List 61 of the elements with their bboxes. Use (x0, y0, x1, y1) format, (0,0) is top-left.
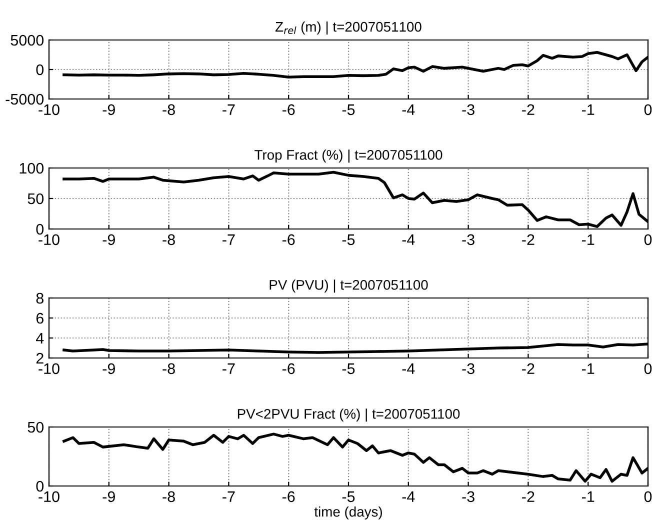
x-tick-label: -2 (522, 491, 534, 502)
y-tick-label: 6 (36, 312, 44, 324)
y-tick-label: 0 (36, 64, 44, 76)
x-tick-label: -6 (282, 491, 295, 502)
x-tick-label: 0 (644, 104, 652, 116)
x-tick-label: -5 (342, 234, 355, 246)
x-tick-label: -4 (402, 104, 415, 115)
x-tick-label: -7 (222, 363, 235, 374)
x-tick-label: -5 (342, 104, 355, 116)
x-tick-label: 0 (644, 363, 652, 374)
x-tick-label: -10 (38, 363, 60, 374)
x-tick-label: -6 (282, 363, 295, 374)
x-tick-label: 0 (644, 234, 652, 246)
x-tick-label: -5 (342, 363, 355, 374)
y-tick-label: 4 (36, 333, 44, 344)
x-tick-label: -10 (38, 104, 60, 116)
y-tick-label: 50 (28, 193, 44, 204)
x-tick-label: -2 (522, 363, 534, 374)
x-tick-label: -4 (402, 363, 415, 374)
x-tick-label: 0 (644, 491, 652, 502)
x-tick-label: -7 (222, 491, 235, 502)
y-tick-label: -5000 (6, 94, 44, 105)
x-tick-label: -9 (102, 234, 115, 246)
x-tick-label: -7 (222, 234, 235, 245)
chart-title: Trop Fract (%) | t=2007051100 (254, 150, 442, 163)
x-tick-label: -3 (462, 234, 474, 246)
x-tick-label: -7 (222, 104, 235, 115)
x-tick-label: -2 (522, 234, 534, 245)
x-tick-label: -6 (282, 234, 295, 246)
x-tick-label: -1 (582, 491, 594, 502)
x-tick-label: -3 (462, 363, 474, 374)
x-tick-label: -9 (102, 104, 115, 116)
x-tick-label: -9 (102, 491, 115, 502)
x-tick-label: -1 (582, 363, 594, 374)
x-tick-label: -3 (462, 491, 474, 502)
y-tick-label: 100 (20, 162, 44, 174)
y-tick-label: 2 (36, 352, 44, 364)
x-axis-title: time (days) (314, 506, 382, 520)
y-tick-label: 50 (28, 422, 44, 433)
x-tick-label: -4 (402, 234, 415, 245)
x-tick-label: -8 (162, 363, 175, 374)
x-tick-label: -8 (162, 104, 175, 116)
y-tick-label: 0 (36, 224, 44, 235)
x-tick-label: -1 (582, 104, 594, 115)
chart-title: PV<2PVU Fract (%) | t=2007051100 (238, 408, 460, 422)
x-tick-label: -3 (462, 104, 474, 116)
x-tick-label: -9 (102, 363, 115, 374)
x-tick-label: -6 (282, 104, 295, 116)
y-tick-label: 8 (36, 292, 44, 304)
y-tick-label: 5000 (10, 34, 44, 46)
x-tick-label: -10 (38, 234, 60, 246)
y-tick-label: 0 (36, 480, 44, 492)
x-tick-label: -1 (582, 234, 594, 245)
x-tick-label: -4 (402, 491, 415, 502)
x-tick-label: -8 (162, 491, 175, 502)
x-tick-label: -10 (38, 491, 60, 502)
x-tick-label: -8 (162, 234, 175, 246)
x-tick-label: -2 (522, 104, 534, 115)
chart-title: Z$_{rel}$ (m) | t=2007051100 (275, 22, 422, 35)
x-tick-label: -5 (342, 491, 355, 502)
chart-title: PV (PVU) | t=2007051100 (270, 280, 428, 293)
